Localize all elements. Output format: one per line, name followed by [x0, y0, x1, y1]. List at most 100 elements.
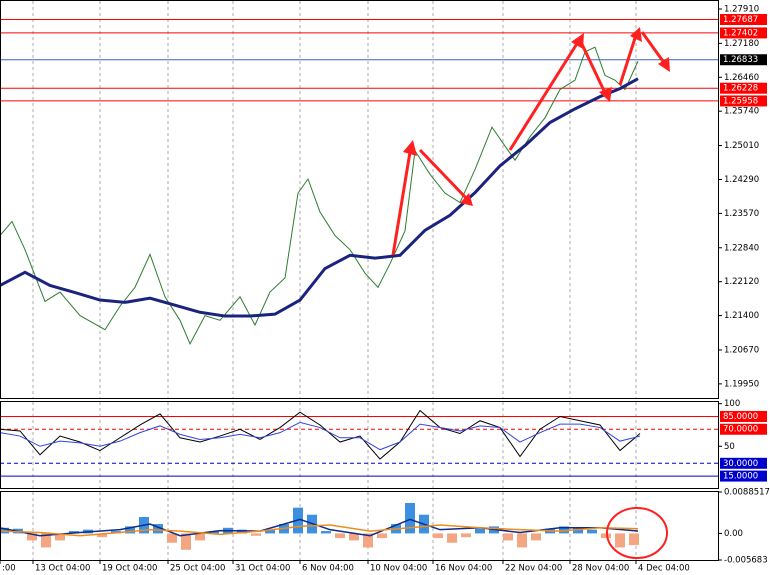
- series-line: [0, 409, 641, 460]
- histogram-bar: [41, 533, 51, 548]
- level-label-box: [720, 14, 767, 26]
- histogram-bar: [209, 531, 219, 534]
- level-label-box: [720, 457, 767, 469]
- y-tick-label: 1.22840: [724, 243, 759, 253]
- level-label-box: [720, 470, 767, 482]
- y-tick-label: 1.22120: [724, 277, 759, 287]
- histogram-bar: [167, 533, 177, 543]
- y-tick-label: 0.0088517: [724, 488, 770, 498]
- level-label-box: [720, 423, 767, 435]
- x-tick-label: 4 Dec 04:00: [638, 564, 690, 574]
- x-tick-label: 19 Oct 04:00: [102, 564, 157, 574]
- arrow: [578, 39, 608, 96]
- histogram-bar: [27, 533, 37, 541]
- y-tick-label: 1.24290: [724, 175, 759, 185]
- x-tick-label: :00: [2, 564, 16, 574]
- y-tick-label: 1.19950: [724, 379, 759, 389]
- histogram-bar: [615, 533, 625, 548]
- level-label-box: [720, 410, 767, 422]
- histogram-bar: [251, 533, 261, 536]
- histogram-bar: [125, 526, 135, 534]
- level-label-box: [720, 27, 767, 39]
- level-label: 1.26228: [723, 84, 758, 94]
- histogram-bar: [503, 533, 513, 541]
- arrow-head: [403, 140, 417, 156]
- annotations: [391, 27, 670, 559]
- series-line: [0, 421, 641, 451]
- level-label: 1.25958: [723, 96, 758, 106]
- histogram-bar: [55, 533, 65, 541]
- level-label: 1.27402: [723, 28, 758, 38]
- histogram-bar: [517, 533, 527, 548]
- arrow: [640, 31, 667, 65]
- arrow: [391, 151, 412, 256]
- level-label: 85.0000: [723, 412, 758, 422]
- level-label: 30.0000: [723, 459, 758, 469]
- frame: [0, 0, 719, 561]
- x-tick-label: 25 Oct 04:00: [170, 564, 225, 574]
- y-tick-label: -0.005683: [724, 556, 768, 566]
- series-line: [0, 518, 639, 537]
- x-tick-label: 22 Nov 04:00: [505, 564, 562, 574]
- series-line: [0, 524, 639, 537]
- y-tick-label: 1.23570: [724, 209, 759, 219]
- histogram-bar: [97, 533, 107, 538]
- level-label: 70.0000: [723, 425, 758, 435]
- histogram-bar: [447, 533, 457, 543]
- histogram-bar: [601, 533, 611, 539]
- histogram-bar: [153, 524, 163, 534]
- series-line: [0, 46, 639, 346]
- histogram-bar: [349, 533, 359, 541]
- histogram-bar: [573, 527, 583, 534]
- y-tick-label: 1.25010: [724, 141, 759, 151]
- histogram-bar: [531, 533, 541, 541]
- level-label: 15.0000: [723, 472, 758, 482]
- arrow: [508, 41, 580, 151]
- y-tick-label: 1.27180: [724, 39, 759, 49]
- x-tick-label: 16 Nov 04:00: [435, 564, 492, 574]
- level-label: 1.26833: [723, 55, 758, 65]
- x-tick-label: 10 Nov 04:00: [370, 564, 427, 574]
- y-tick-label: 0.00: [724, 529, 743, 539]
- histogram-bar: [335, 533, 345, 539]
- histogram-bar: [363, 533, 373, 548]
- histogram-bar: [195, 533, 205, 541]
- histogram-bar: [629, 533, 639, 546]
- arrow-head: [599, 87, 612, 102]
- y-tick-label: 1.20670: [724, 345, 759, 355]
- arrow-head: [460, 193, 473, 206]
- histogram-bar: [377, 533, 387, 539]
- x-tick-label: 13 Oct 04:00: [35, 564, 90, 574]
- highlight-circle: [606, 507, 668, 559]
- arrow: [418, 148, 470, 202]
- y-tick-label: 1.27910: [724, 5, 759, 15]
- histogram-bar: [265, 529, 275, 534]
- level-label: 1.27687: [723, 15, 758, 25]
- y-tick-label: 1.26460: [724, 73, 759, 83]
- y-tick-label: 1.21400: [724, 311, 759, 321]
- histogram-bar: [433, 533, 443, 539]
- x-tick-label: 6 Nov 04:00: [302, 564, 354, 574]
- x-tick-label: 31 Oct 04:00: [235, 564, 290, 574]
- x-tick-label: 28 Nov 04:00: [572, 564, 629, 574]
- histogram-bar: [559, 526, 569, 534]
- y-tick-label: 100: [724, 399, 740, 409]
- histogram-bar: [461, 533, 471, 538]
- level-label-box: [720, 82, 767, 94]
- level-label-box: [720, 95, 767, 107]
- level-label-box: [720, 54, 767, 66]
- histogram-bar: [475, 528, 485, 534]
- y-tick-label: 1.25740: [724, 107, 759, 117]
- histogram-bar: [587, 529, 597, 534]
- histogram-bar: [405, 503, 415, 534]
- histogram-bar: [321, 531, 331, 534]
- histogram-bar: [181, 533, 191, 550]
- main-panel-border: [0, 0, 719, 399]
- arrow-head: [630, 27, 642, 42]
- y-tick-label: 50: [724, 442, 735, 452]
- arrow: [618, 34, 638, 86]
- arrow-head: [658, 57, 670, 72]
